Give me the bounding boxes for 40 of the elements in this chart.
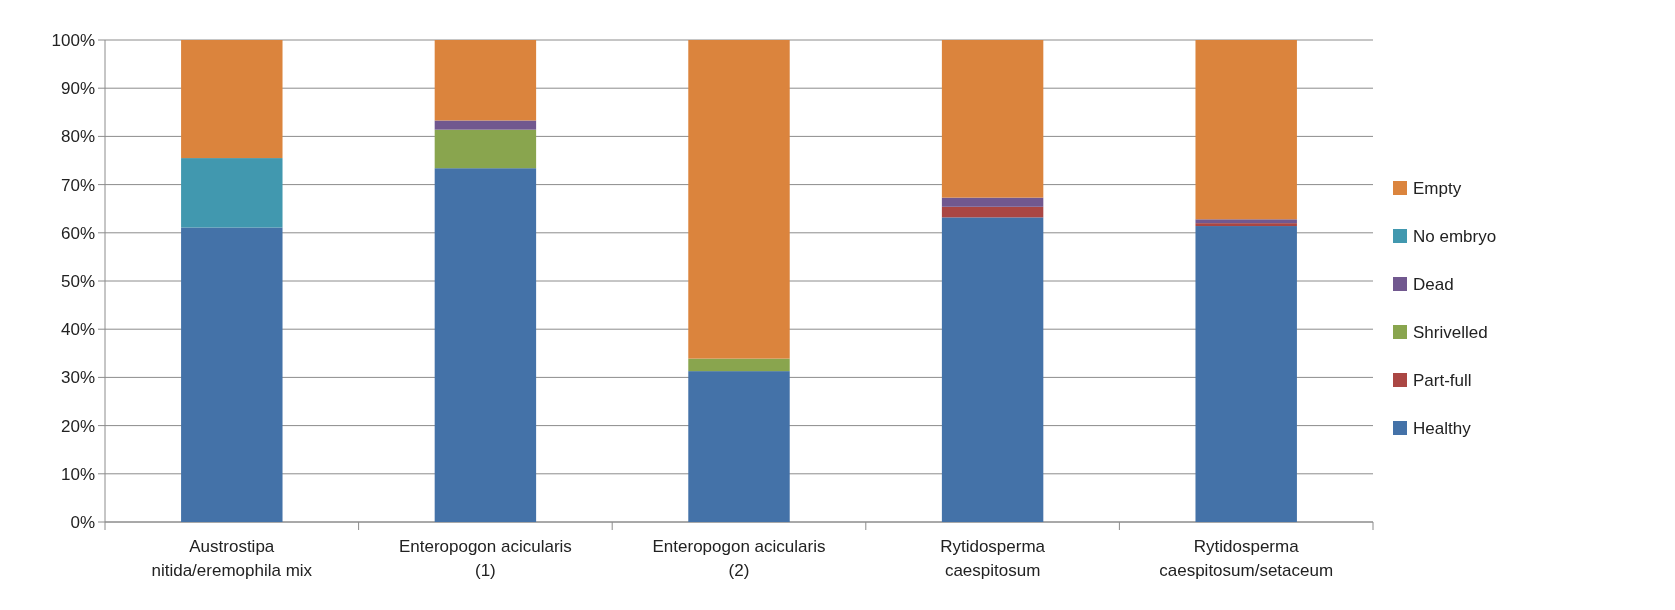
y-tick-label: 10% [60,464,95,484]
x-tick-label: Enteropogon acicularis (2) [652,537,826,580]
bar [181,158,283,228]
bar [434,168,537,522]
bar [941,40,1044,198]
legend-label: Empty [1413,178,1462,198]
x-tick-label: Rytidosperma caespitosum [940,537,1046,580]
y-tick-label: 0% [70,512,95,532]
legend-label: Part-full [1413,370,1472,390]
y-tick-label: 90% [60,79,95,99]
y-tick-label: 50% [60,271,95,291]
bar [941,217,1044,522]
y-tick-label: 40% [60,320,95,340]
y-tick-label: 70% [60,175,95,195]
legend-label: Dead [1413,274,1454,294]
bar [181,40,283,159]
legend-label: Healthy [1413,418,1472,438]
bar [688,371,790,522]
bar [434,129,537,169]
bar [434,40,537,121]
bar [688,358,790,372]
bar [941,197,1044,207]
bar [941,206,1044,218]
bar [181,227,283,522]
y-tick-label: 80% [60,127,95,147]
legend-label: Shrivelled [1413,322,1488,342]
y-tick-label: 60% [60,223,95,243]
bar [1195,223,1297,227]
bar [434,120,537,130]
x-tick-label: Rytidosperma caespitosum/setaceum [1159,537,1334,580]
bar [1195,40,1297,220]
x-tick-label: Austrostipa nitida/eremophila mix [151,537,313,580]
bar [1195,226,1297,522]
y-tick-label: 30% [60,368,95,388]
bar [688,40,790,359]
y-tick-label: 100% [51,30,95,50]
x-tick-label: Enteropogon acicularis (1) [398,537,572,580]
y-tick-label: 20% [60,416,95,436]
legend-label: No embryo [1413,226,1497,246]
bar [1195,219,1297,224]
